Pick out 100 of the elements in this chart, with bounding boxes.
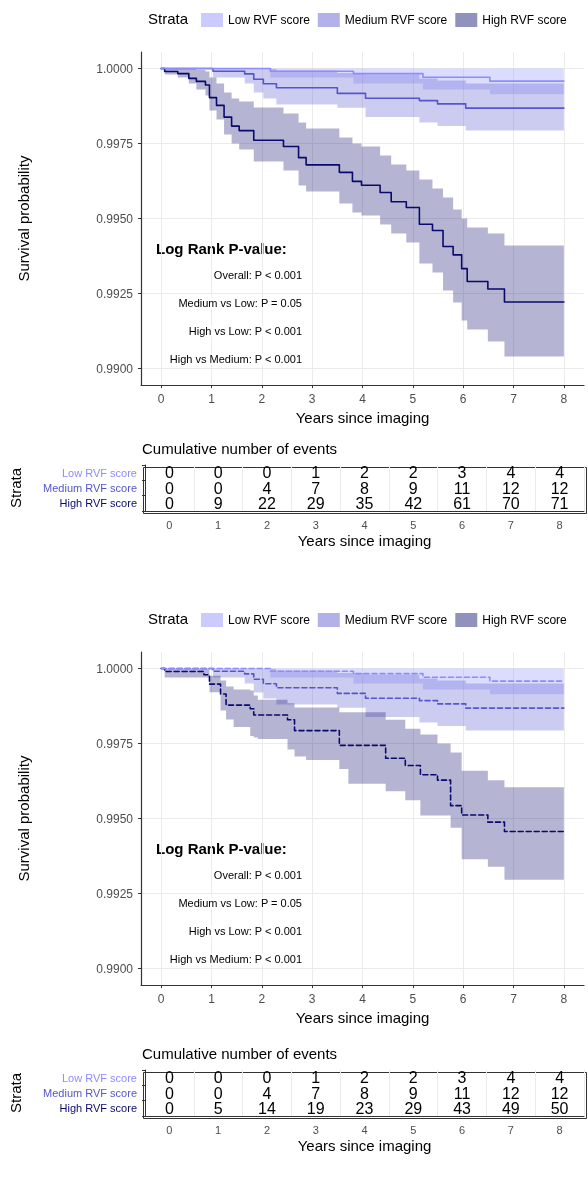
y-tick-label: Medium RVF score — [43, 482, 137, 494]
x-axis-title: Years since imaging — [295, 1009, 430, 1026]
x-axis-title: Years since imaging — [297, 1137, 432, 1154]
x-tick-label: 5 — [410, 518, 417, 531]
data-label: 2 — [360, 1069, 370, 1087]
data-label: 12 — [550, 1084, 569, 1102]
legend-label: High RVF score — [482, 13, 568, 27]
data-label: 0 — [164, 479, 174, 497]
y-tick-label: Low RVF score — [62, 1071, 137, 1084]
data-label: 2 — [360, 464, 370, 482]
data-label: 14 — [258, 1099, 276, 1117]
y-tick-label: 0.9925 — [96, 286, 134, 301]
legend-label: Low RVF score — [228, 13, 311, 27]
data-label: 70 — [501, 494, 520, 512]
x-tick-label: 3 — [312, 1123, 319, 1136]
data-label: 4 — [555, 1069, 565, 1087]
data-label: 35 — [355, 494, 374, 512]
data-label: 2 — [408, 464, 418, 482]
x-tick-label: 5 — [409, 392, 417, 407]
y-tick-label: 0.9900 — [96, 361, 134, 376]
x-tick-label: 1 — [215, 518, 222, 531]
x-tick-label: 7 — [510, 392, 518, 407]
x-tick-label: 1 — [208, 992, 216, 1007]
x-tick-label: 6 — [458, 1123, 466, 1136]
data-label: 0 — [164, 1084, 174, 1102]
data-label: 12 — [501, 479, 520, 497]
x-tick-label: 7 — [507, 518, 514, 531]
data-label: 4 — [506, 464, 516, 482]
y-axis-title: Strata — [7, 467, 24, 509]
annotation: High vs Low: P < 0.001 — [188, 925, 302, 937]
x-tick-label: 7 — [510, 992, 518, 1007]
data-label: 19 — [306, 1099, 325, 1117]
annotation: High vs Low: P < 0.001 — [188, 325, 302, 337]
x-axis-title: Years since imaging — [297, 532, 432, 549]
data-label: 7 — [311, 479, 321, 497]
data-label: 11 — [453, 1084, 471, 1102]
data-label: 43 — [453, 1099, 472, 1117]
data-label: 0 — [262, 1069, 272, 1087]
data-label: 8 — [360, 1084, 370, 1102]
x-tick-label: 8 — [556, 518, 563, 531]
legend-label: Low RVF score — [228, 613, 311, 627]
legend-label: Medium RVF score — [344, 613, 448, 627]
y-tick-label: 1.0000 — [96, 61, 134, 76]
x-tick-label: 6 — [459, 992, 467, 1007]
y-tick-label: 1.0000 — [96, 661, 134, 676]
x-tick-label: 2 — [263, 518, 271, 531]
chart-title: Cumulative number of events — [142, 440, 338, 457]
data-label: 4 — [262, 479, 272, 497]
data-label: 0 — [164, 494, 174, 512]
data-label: 9 — [408, 479, 418, 497]
data-label: 71 — [550, 494, 569, 512]
x-axis-title: Years since imaging — [295, 409, 430, 426]
x-tick-label: 8 — [560, 392, 568, 407]
data-label: 11 — [453, 479, 471, 497]
x-tick-label: 2 — [258, 992, 266, 1007]
x-tick-label: 3 — [308, 992, 316, 1007]
data-label: 9 — [408, 1084, 418, 1102]
data-label: 22 — [258, 494, 276, 512]
data-label: 3 — [457, 464, 467, 482]
data-label: 0 — [213, 479, 223, 497]
chart-title: Cumulative number of events — [142, 1045, 338, 1062]
annotation: Medium vs Low: P = 0.05 — [178, 297, 302, 309]
x-tick-label: 7 — [507, 1123, 514, 1136]
y-tick-label: Low RVF score — [62, 466, 137, 479]
data-label: 1 — [311, 1069, 321, 1087]
x-tick-label: 8 — [560, 992, 568, 1007]
data-label: 29 — [306, 494, 325, 512]
x-tick-label: 6 — [458, 518, 466, 531]
data-label: 4 — [555, 464, 565, 482]
y-tick-label: Medium RVF score — [43, 1087, 137, 1099]
x-tick-label: 5 — [409, 992, 417, 1007]
y-tick-label: High RVF score — [59, 1102, 137, 1115]
y-tick-label: 0.9950 — [96, 811, 134, 826]
x-tick-label: 1 — [215, 1123, 222, 1136]
data-label: 50 — [550, 1099, 569, 1117]
x-tick-label: 3 — [308, 392, 316, 407]
data-label: 2 — [408, 1069, 418, 1087]
data-label: 49 — [501, 1099, 520, 1117]
x-tick-label: 5 — [410, 1123, 417, 1136]
data-label: 0 — [213, 464, 223, 482]
data-label: 61 — [453, 494, 472, 512]
data-label: 12 — [550, 479, 569, 497]
y-tick-label: High RVF score — [59, 497, 137, 510]
data-label: 1 — [311, 464, 321, 482]
legend-label: High RVF score — [482, 613, 568, 627]
data-label: 0 — [164, 464, 174, 482]
data-label: 29 — [404, 1099, 423, 1117]
y-axis-title: Survival probability — [15, 155, 32, 282]
x-tick-label: 0 — [166, 1123, 173, 1136]
y-axis-title: Survival probability — [15, 755, 32, 882]
x-tick-label: 8 — [556, 1123, 563, 1136]
y-tick-label: 0.9900 — [96, 961, 134, 976]
y-tick-label: 0.9975 — [96, 136, 134, 151]
data-label: 23 — [355, 1099, 374, 1117]
data-label: 3 — [457, 1069, 467, 1087]
data-label: 0 — [213, 1084, 223, 1102]
x-tick-label: 2 — [258, 392, 266, 407]
data-label: 0 — [262, 464, 272, 482]
data-label: 42 — [404, 494, 423, 512]
x-tick-label: 0 — [157, 992, 165, 1007]
